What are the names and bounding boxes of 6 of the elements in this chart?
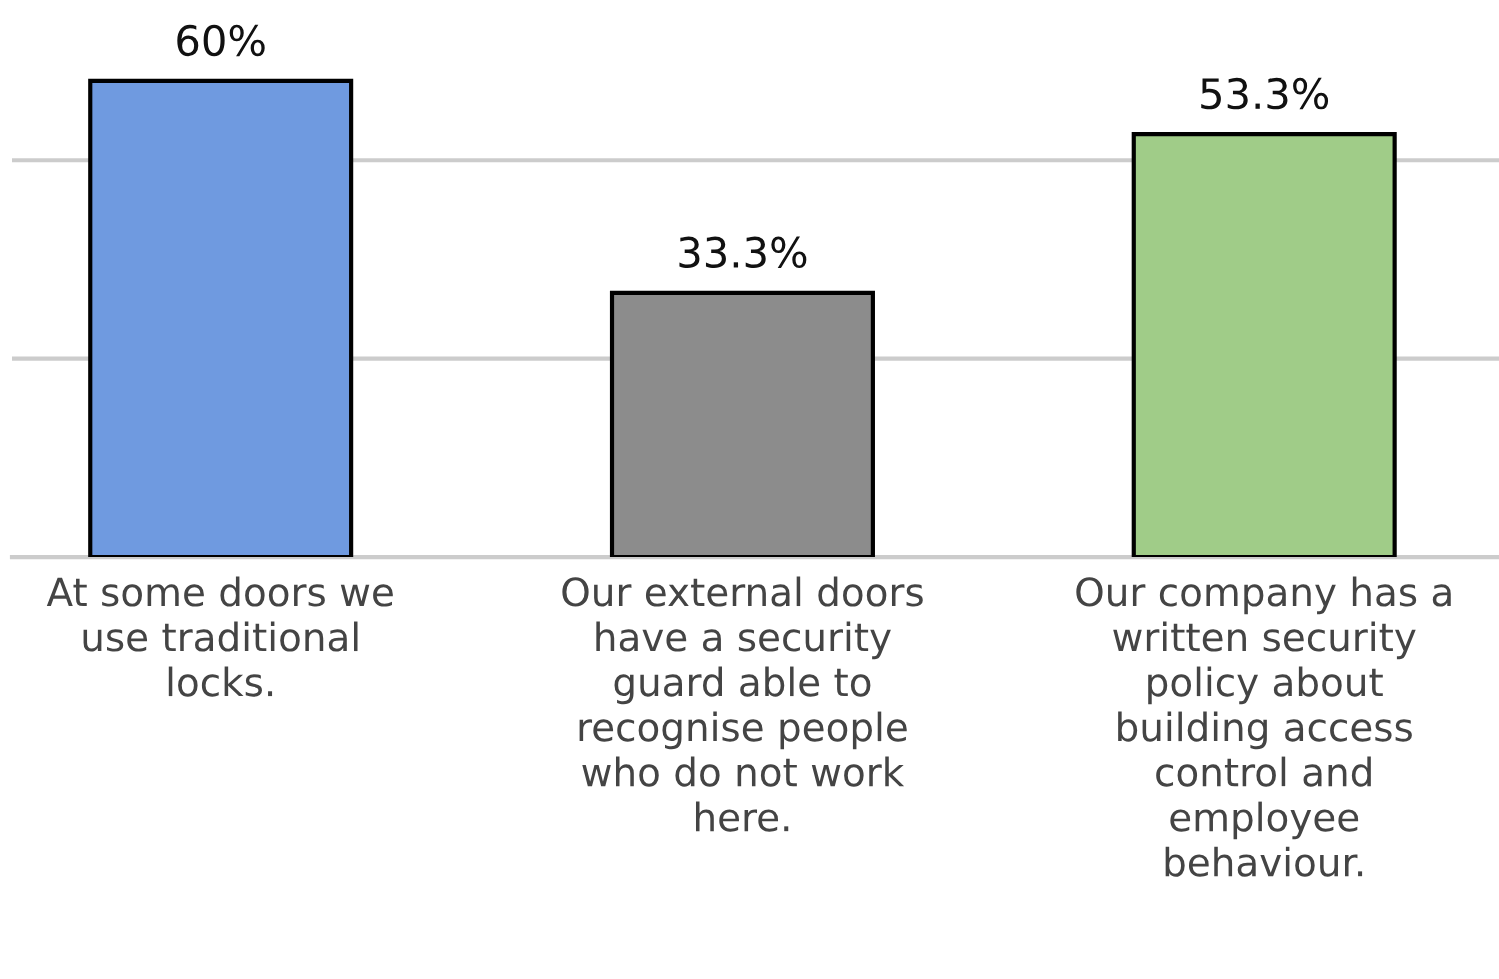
x-tick-label: Our external doors have a security guard able to recognise people who do not work here. [562,576,923,832]
data-label: 33.3% [679,236,807,269]
x-tick-label: At some doors we use traditional locks. [46,576,393,697]
data-label: 53.3% [1201,77,1329,110]
x-tick-label: Our company has a written security policy about building access control and employee behaviour. [1076,576,1451,877]
data-label: 60% [177,24,265,57]
